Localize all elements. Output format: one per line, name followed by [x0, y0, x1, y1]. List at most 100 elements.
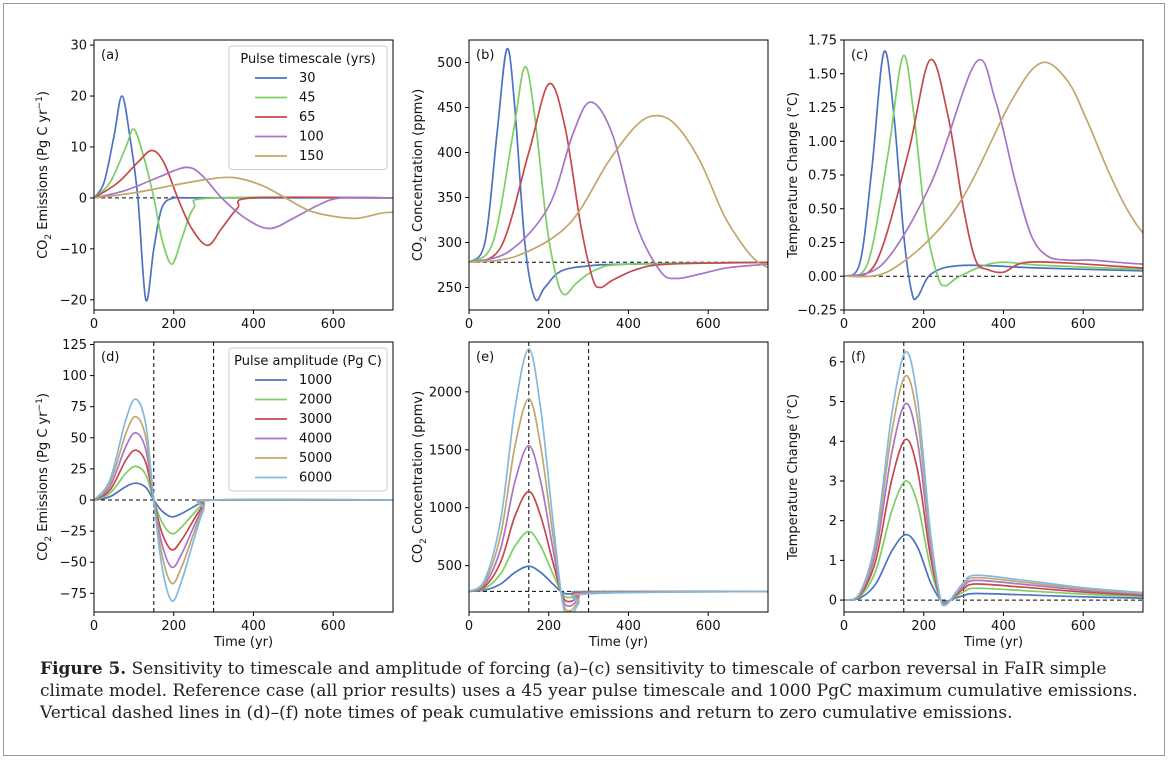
series-line-65: [844, 58, 1143, 278]
x-tick-label: 600: [321, 317, 346, 332]
figure-caption: Figure 5. Sensitivity to timescale and a…: [40, 658, 1140, 724]
panel-label: (b): [476, 48, 494, 63]
y-tick-label: 0.25: [808, 236, 837, 251]
x-tick-label: 400: [241, 317, 266, 332]
y-tick-label: 0: [79, 494, 87, 509]
y-tick-label: 400: [437, 146, 462, 161]
x-tick-label: 400: [991, 317, 1016, 332]
y-axis-label-part: 2: [419, 538, 429, 544]
x-tick-label: 600: [321, 619, 346, 634]
y-axis-label-part: CO: [411, 242, 426, 261]
x-axis-label: Time (yr): [588, 635, 648, 650]
axes-frame: [93, 341, 394, 613]
y-axis-label-part: ): [36, 393, 51, 398]
series-line-100: [469, 101, 768, 280]
y-tick-label: −0.25: [797, 304, 837, 319]
series-line-6000: [469, 348, 768, 612]
y-tick-label: 3: [829, 474, 837, 489]
y-axis-label-part: Emissions (Pg C yr: [36, 411, 51, 536]
y-tick-label: 0.00: [808, 270, 837, 285]
series-line-5000: [469, 397, 768, 612]
panel-label: (d): [101, 350, 119, 365]
y-axis-label-part: 2: [44, 536, 54, 542]
panel-b: 0 200 400 600 250 300 350 400 450 500 (b) CO2 Conce…: [411, 39, 769, 332]
series-line-6000: [94, 398, 393, 602]
y-tick-label: 350: [437, 191, 462, 206]
x-tick-label: 200: [536, 317, 561, 332]
y-axis-label: CO2 Emissions (Pg C yr−1): [35, 393, 54, 561]
y-axis-label: CO2 Concentration (ppmv): [411, 391, 429, 563]
y-tick-label: 75: [70, 400, 87, 415]
y-tick-label: 0.50: [808, 202, 837, 217]
legend-entry: 150: [299, 149, 324, 164]
y-axis-label-part: 2: [419, 236, 429, 242]
y-tick-label: 1.00: [808, 135, 837, 150]
legend-title: Pulse timescale (yrs): [240, 52, 375, 67]
series-line-6000: [844, 351, 1143, 607]
y-axis-label: CO2 Emissions (Pg C yr−1): [35, 91, 54, 259]
axes-frame: [93, 39, 394, 311]
legend-entry: 100: [299, 130, 324, 145]
series-line-65: [94, 149, 393, 247]
series-group: [844, 351, 1143, 607]
series-line-30: [844, 50, 1143, 301]
series-line-65: [469, 82, 768, 289]
y-axis-label-part: CO: [36, 542, 51, 561]
legend-entry: 6000: [299, 471, 332, 486]
x-tick-label: 200: [161, 619, 186, 634]
legend-entry: 4000: [299, 432, 332, 447]
y-tick-label: 1.25: [808, 101, 837, 116]
y-tick-label: 30: [70, 39, 87, 54]
x-axis-label: Time (yr): [213, 635, 273, 650]
y-axis-label-part: Temperature Change (°C): [786, 92, 801, 259]
x-tick-label: 0: [90, 317, 98, 332]
series-line-150: [469, 114, 768, 269]
series-line-30: [94, 95, 393, 302]
x-tick-label: 0: [465, 619, 473, 634]
x-tick-label: 0: [840, 619, 848, 634]
y-axis-label-part: CO: [411, 544, 426, 563]
panel-label: (e): [476, 350, 494, 365]
y-tick-label: 250: [437, 281, 462, 296]
y-tick-label: 2000: [429, 385, 462, 400]
series-line-100: [844, 59, 1143, 278]
panel-label: (c): [851, 48, 868, 63]
y-tick-label: 50: [70, 431, 87, 446]
series-line-30: [469, 47, 768, 302]
legend-title: Pulse amplitude (Pg C): [234, 354, 382, 369]
series-line-4000: [469, 444, 768, 608]
legend-entry: 65: [299, 110, 316, 125]
y-axis-label-part: −1: [35, 96, 45, 109]
series-line-150: [844, 61, 1143, 278]
legend-box: [228, 45, 388, 170]
series-line-1000: [469, 565, 768, 595]
y-axis-label-part: Temperature Change (°C): [786, 394, 801, 561]
y-tick-label: −75: [60, 587, 87, 602]
y-tick-label: −50: [60, 556, 87, 571]
legend-entry: 1000: [299, 373, 332, 388]
y-tick-label: 1000: [429, 501, 462, 516]
y-tick-label: 5: [829, 395, 837, 410]
y-tick-label: 1.50: [808, 67, 837, 82]
x-tick-label: 200: [161, 317, 186, 332]
axes-frame: [468, 39, 769, 311]
series-line-45: [469, 66, 768, 296]
y-axis-label: Temperature Change (°C): [786, 394, 801, 561]
x-tick-label: 400: [616, 317, 641, 332]
series-line-2000: [469, 530, 768, 599]
y-axis-label: Temperature Change (°C): [786, 92, 801, 259]
y-axis-label-part: 2: [44, 234, 54, 240]
series-line-45: [94, 128, 393, 266]
y-axis-label-part: Emissions (Pg C yr: [36, 109, 51, 234]
x-axis-label: Time (yr): [963, 635, 1023, 650]
y-tick-label: 100: [62, 369, 87, 384]
y-tick-label: 500: [437, 559, 462, 574]
y-axis-label-part: CO: [36, 240, 51, 259]
y-axis-label: CO2 Concentration (ppmv): [411, 89, 429, 261]
axes-frame: [468, 341, 769, 613]
axes-frame: [843, 341, 1144, 613]
legend-entry: 5000: [299, 451, 332, 466]
y-tick-label: 300: [437, 236, 462, 251]
caption-text: Sensitivity to timescale and amplitude o…: [40, 659, 1138, 723]
